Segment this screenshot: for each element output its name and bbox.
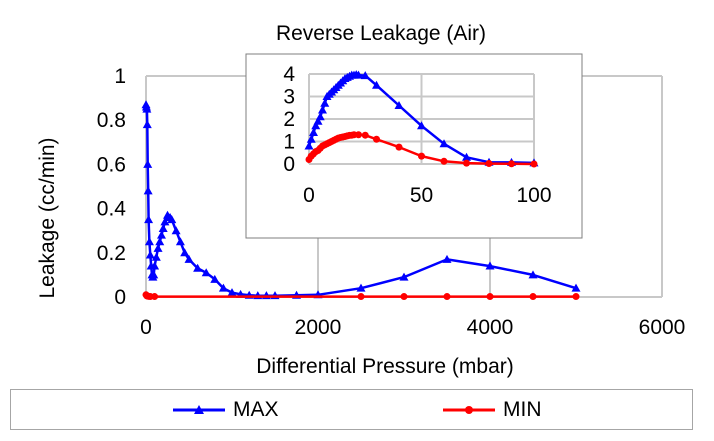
main-series-max-point: [153, 243, 163, 252]
inset-series-max-point: [354, 70, 363, 79]
legend-max-label: MAX: [233, 398, 279, 421]
main-series-max-point: [180, 248, 190, 257]
inset-ytick-label: 0: [283, 153, 295, 176]
main-series-max-point: [210, 274, 220, 283]
main-series-max-point: [144, 237, 154, 246]
legend: MAX MIN: [10, 389, 693, 430]
main-xtick-label: 6000: [639, 316, 686, 339]
main-series-max-point: [142, 120, 152, 129]
inset-ytick-label: 2: [283, 108, 295, 131]
main-ytick-label: 1: [114, 65, 126, 88]
inset-series-max-point: [304, 141, 314, 150]
main-ytick-label: 0.8: [97, 109, 126, 132]
inset-series-min-point: [355, 131, 362, 139]
main-series-min-point: [529, 293, 537, 301]
main-ytick-label: 0.4: [97, 198, 127, 221]
main-y-axis-label: Leakage (cc/min): [36, 137, 59, 298]
inset-series-max-point: [372, 80, 381, 89]
main-series-min-point: [572, 293, 580, 301]
legend-item-max: MAX: [171, 398, 279, 422]
main-series-max-point: [142, 104, 152, 113]
main-series-min-point: [151, 293, 159, 301]
main-series-min-point: [443, 293, 451, 301]
inset-ytick-label: 1: [283, 131, 295, 154]
inset-series-max-point: [313, 116, 323, 125]
main-series-max-point: [149, 270, 159, 279]
inset-series-max-point: [306, 134, 316, 143]
inset-series-min-point: [440, 157, 448, 165]
inset-series-max-point: [311, 121, 321, 130]
inset-xtick-label: 100: [516, 184, 551, 207]
main-series-max-point: [145, 250, 155, 259]
legend-item-min: MIN: [441, 398, 542, 422]
main-series-max-point: [156, 230, 166, 239]
legend-max-marker-icon: [173, 405, 225, 414]
inset-title: Reverse Leakage (Air): [276, 22, 486, 45]
main-series-max-point: [193, 263, 203, 272]
main-series-max-point: [571, 283, 581, 292]
main-series-max-point: [399, 272, 409, 281]
main-series-max-point: [151, 252, 161, 261]
inset-series-max-point: [360, 71, 370, 80]
inset-series-min-point: [361, 131, 369, 139]
main-series-min-point: [357, 293, 365, 301]
main-ytick-label: 0: [114, 286, 126, 309]
main-series-min-point: [400, 293, 408, 301]
inset-series-max-point: [320, 98, 330, 107]
inset-series-min-point: [530, 160, 538, 168]
inset-series-max-point: [417, 121, 426, 130]
main-series-max-point: [528, 270, 538, 279]
main-series-max-point: [485, 261, 495, 270]
main-series-min-point: [486, 293, 494, 301]
main-series-max-point: [143, 159, 153, 168]
inset-series-max-point: [318, 105, 327, 114]
inset-ytick-label: 4: [283, 63, 295, 86]
inset-series-min-point: [508, 160, 515, 168]
main-series-max-point: [144, 215, 154, 224]
inset-frame: [245, 53, 583, 239]
main-series-max-point: [167, 215, 177, 224]
main-series-max-point: [155, 237, 165, 246]
inset-series-max-point: [315, 112, 325, 121]
main-ytick-label: 0.2: [97, 242, 126, 265]
main-series-max-point: [184, 254, 194, 263]
main-series-max-point: [201, 268, 211, 277]
main-series-max-point: [160, 217, 170, 226]
main-series-max-point: [171, 226, 181, 235]
main-series-max-point: [150, 261, 160, 270]
inset-ytick-label: 3: [283, 86, 295, 109]
main-x-axis-label: Differential Pressure (mbar): [256, 355, 514, 378]
inset-series-min-point: [373, 135, 380, 143]
inset-series-min-point: [395, 143, 403, 151]
main-series-max-point: [143, 186, 153, 195]
inset-xtick-label: 50: [410, 184, 433, 207]
inset-xtick-label: 0: [303, 184, 315, 207]
main-series-max-point: [356, 283, 366, 292]
inset-series-max-point: [394, 101, 404, 109]
main-series-max-point: [227, 288, 237, 297]
inset-series-max-point: [462, 152, 471, 161]
inset-series-max-point: [439, 139, 449, 148]
main-series-max-point: [218, 283, 228, 292]
inset-series-min-point: [485, 160, 493, 168]
main-series-max-point: [158, 223, 168, 232]
main-series-max-point: [175, 237, 185, 246]
main-series-max-point: [442, 254, 452, 263]
main-xtick-label: 4000: [467, 316, 514, 339]
legend-min-label: MIN: [503, 398, 542, 421]
main-xtick-label: 2000: [295, 316, 342, 339]
inset-series-min-point: [463, 159, 470, 167]
inset-series-min-point: [418, 152, 425, 160]
legend-min-marker-icon: [443, 406, 495, 414]
inset-series-max-point: [309, 128, 318, 136]
main-ytick-label: 0.6: [97, 153, 126, 176]
main-xtick-label: 0: [140, 316, 152, 339]
